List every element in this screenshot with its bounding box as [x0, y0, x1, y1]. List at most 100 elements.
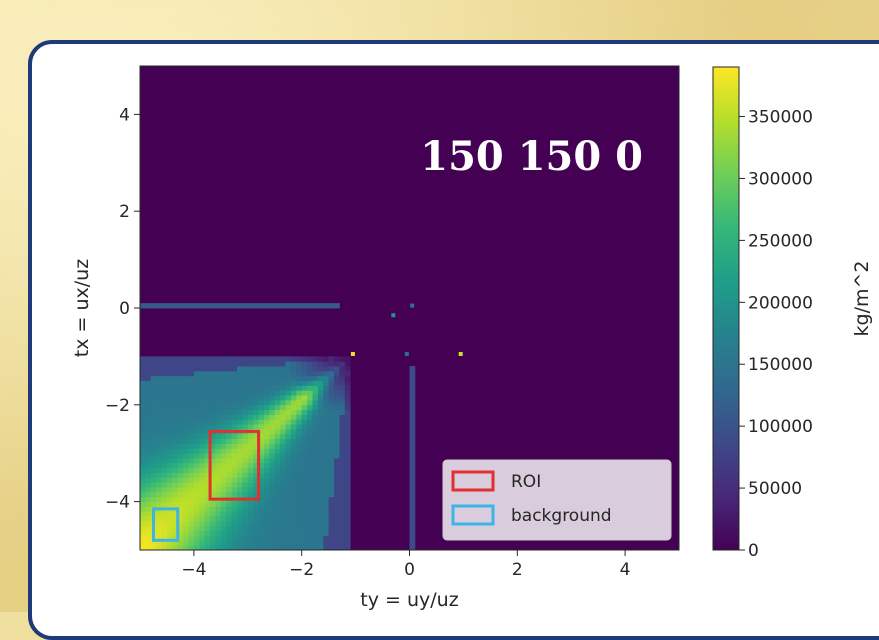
- heatmap-cell: [339, 404, 346, 411]
- heatmap-cell: [145, 491, 152, 498]
- heatmap-cell: [242, 487, 249, 493]
- heatmap-cell: [290, 370, 297, 377]
- heatmap-cell: [274, 375, 281, 381]
- heatmap-cell: [193, 516, 200, 522]
- heatmap-cell: [242, 438, 249, 444]
- heatmap-cell: [156, 380, 162, 386]
- heatmap-cell: [231, 390, 238, 396]
- heatmap-cell: [140, 366, 146, 372]
- heatmap-cell: [328, 516, 335, 522]
- heatmap-cell: [328, 390, 335, 396]
- heatmap-cell: [172, 453, 179, 459]
- heatmap-cell: [280, 438, 286, 444]
- heatmap-cell: [269, 511, 276, 517]
- heatmap-cell: [220, 409, 227, 415]
- heatmap-cell: [237, 477, 243, 483]
- heatmap-cell: [193, 414, 200, 420]
- heatmap-cell: [210, 385, 216, 391]
- heatmap-cell: [296, 385, 303, 391]
- heatmap-cell: [307, 511, 313, 517]
- heatmap-cell: [199, 380, 206, 386]
- heatmap-cell: [226, 409, 233, 415]
- heatmap-cell: [301, 443, 308, 449]
- heatmap-cell: [150, 303, 157, 309]
- heatmap-cell: [199, 467, 206, 473]
- roi-box: [208, 429, 261, 501]
- heatmap-cell: [323, 390, 330, 396]
- heatmap-cell: [204, 545, 211, 551]
- heatmap-cell: [177, 516, 184, 522]
- heatmap-cell: [177, 545, 184, 551]
- heatmap-cell: [263, 535, 270, 541]
- heatmap-cell: [247, 462, 254, 469]
- heatmap-cell: [301, 477, 308, 483]
- heatmap-cell: [215, 424, 222, 430]
- heatmap-cell: [145, 482, 152, 488]
- heatmap-cell: [193, 419, 200, 425]
- heatmap-cell: [253, 525, 259, 532]
- heatmap-cell: [226, 385, 233, 391]
- heatmap-cell: [409, 487, 416, 493]
- heatmap-cell: [177, 511, 184, 517]
- heatmap-cell: [301, 501, 308, 507]
- heatmap-cell: [237, 361, 243, 367]
- x-tick-label: 0: [404, 560, 415, 580]
- heatmap-cell: [220, 375, 227, 381]
- heatmap-cell: [193, 356, 200, 362]
- heatmap-cell: [334, 370, 340, 377]
- heatmap-cell: [193, 361, 200, 367]
- heatmap-cell: [237, 303, 243, 309]
- heatmap-cell: [193, 404, 200, 411]
- heatmap-cell: [339, 516, 346, 522]
- heatmap-cell: [242, 424, 249, 430]
- heatmap-cell: [312, 525, 319, 532]
- heatmap-cell: [145, 516, 152, 522]
- heatmap-cell: [317, 545, 324, 551]
- heatmap-cell: [204, 370, 211, 377]
- heatmap-cell: [166, 511, 173, 517]
- heatmap-cell: [409, 409, 416, 415]
- heatmap-cell: [237, 511, 243, 517]
- heatmap-cell: [323, 516, 330, 522]
- heatmap-cell: [290, 399, 297, 406]
- heatmap-cell: [280, 404, 286, 411]
- heatmap-cell: [296, 477, 303, 483]
- heatmap-point: [404, 351, 409, 356]
- heatmap-cell: [140, 356, 146, 362]
- heatmap-cell: [166, 409, 173, 415]
- heatmap-cell: [204, 458, 211, 464]
- heatmap-cell: [307, 429, 313, 435]
- heatmap-cell: [166, 361, 173, 367]
- heatmap-cell: [290, 520, 297, 527]
- heatmap-cell: [172, 467, 179, 473]
- heatmap-cell: [193, 433, 200, 440]
- heatmap-cell: [215, 390, 222, 396]
- heatmap-cell: [150, 399, 157, 406]
- heatmap-cell: [210, 511, 216, 517]
- heatmap-cell: [344, 530, 351, 536]
- heatmap-cell: [204, 356, 211, 362]
- heatmap-cell: [258, 395, 265, 401]
- heatmap-cell: [242, 453, 249, 459]
- heatmap-cell: [269, 540, 276, 546]
- heatmap-cell: [323, 545, 330, 551]
- heatmap-cell: [177, 458, 184, 464]
- heatmap-cell: [323, 520, 330, 527]
- heatmap-cell: [183, 356, 189, 362]
- heatmap-cell: [140, 472, 146, 478]
- heatmap-cell: [290, 491, 297, 498]
- heatmap-cell: [161, 303, 168, 309]
- heatmap-cell: [323, 404, 330, 411]
- heatmap-cell: [204, 424, 211, 430]
- heatmap-cell: [210, 380, 216, 386]
- heatmap-cell: [296, 424, 303, 430]
- heatmap-cell: [199, 438, 206, 444]
- x-tick-label: −2: [289, 560, 314, 580]
- heatmap-figure: 150 150 0 −4 −2 0 2 4 420−2−4 ty = uy/uz tx …: [71, 65, 873, 611]
- heatmap-cell: [210, 404, 216, 411]
- heatmap-cell: [226, 458, 233, 464]
- heatmap-cell: [188, 395, 195, 401]
- heatmap-cell: [339, 477, 346, 483]
- heatmap-cell: [258, 390, 265, 396]
